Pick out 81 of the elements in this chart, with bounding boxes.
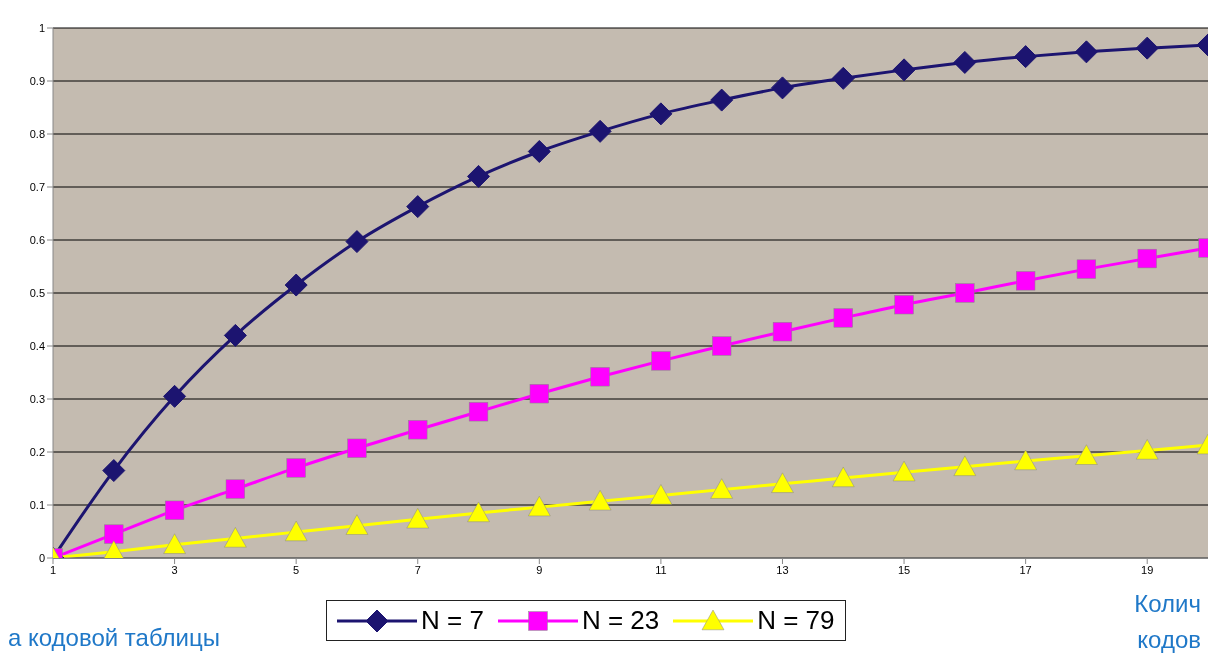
point [467,501,490,522]
point [406,508,429,529]
point [1014,449,1037,471]
point [892,58,916,82]
point [224,527,247,548]
y-tick-label: 0.3 [29,392,45,405]
point [770,76,794,100]
point [953,50,977,74]
point [225,479,245,499]
point [710,88,734,112]
point [163,533,186,554]
point [955,283,975,303]
point [771,472,794,493]
point [528,495,551,517]
point [467,164,491,188]
point [590,367,610,387]
legend-label: N = 7 [421,605,484,636]
point [833,308,853,328]
point [163,384,187,408]
x-tick-label: 17 [1019,563,1032,576]
y-tick-label: 0 [38,551,45,564]
point [406,195,430,219]
point [832,466,855,488]
point [345,230,369,254]
point [408,420,428,440]
point [286,458,306,478]
point [953,455,977,476]
x-tick-label: 15 [897,563,911,576]
x-tick-label: 5 [293,563,300,576]
point [1075,444,1098,465]
point [712,336,732,356]
x-tick-label: 9 [536,563,543,576]
point [223,323,247,347]
text: а кодовой таблицы [8,624,221,652]
legend-label: N = 23 [581,605,660,636]
point [588,119,612,143]
point [772,322,793,342]
y-tick-label: 1 [38,21,45,34]
point [1074,40,1098,64]
y-tick-label: 0.4 [29,339,45,352]
point [527,139,551,163]
y-tick-label: 0.2 [29,445,45,458]
y-tick-label: 0.9 [29,74,45,87]
legend-label: N = 79 [757,605,835,636]
y-tick-label: 0.1 [29,498,45,511]
x-tick-label: 19 [1141,563,1154,576]
point [1076,259,1097,279]
point [651,351,671,371]
x-tick-label: 3 [171,563,178,576]
point [649,102,673,126]
y-tick-label: 0.8 [29,127,45,140]
y-tick-label: 0.5 [29,286,45,299]
point [1016,271,1036,291]
y-tick-label: 0.6 [29,233,45,246]
point [1014,45,1038,69]
x-tick-label: 1 [49,563,57,576]
point [649,484,673,505]
point [345,514,369,535]
point [102,459,126,483]
text: Колич [1134,590,1201,618]
point [529,384,549,404]
point [347,438,367,458]
point [894,295,914,315]
point [1135,36,1159,60]
point [102,540,126,558]
point [468,402,489,422]
y-tick-label: 0.7 [29,180,45,193]
point [710,478,733,499]
point [164,500,185,520]
point [1135,439,1159,460]
point [831,66,855,90]
point [104,524,124,544]
point [588,490,612,511]
point [284,520,308,542]
x-tick-label: 7 [414,563,421,576]
x-tick-label: 11 [655,563,667,576]
point [892,460,916,482]
point [1137,248,1157,269]
point [284,273,308,297]
x-tick-label: 13 [776,563,789,576]
text: кодов [1137,626,1201,654]
